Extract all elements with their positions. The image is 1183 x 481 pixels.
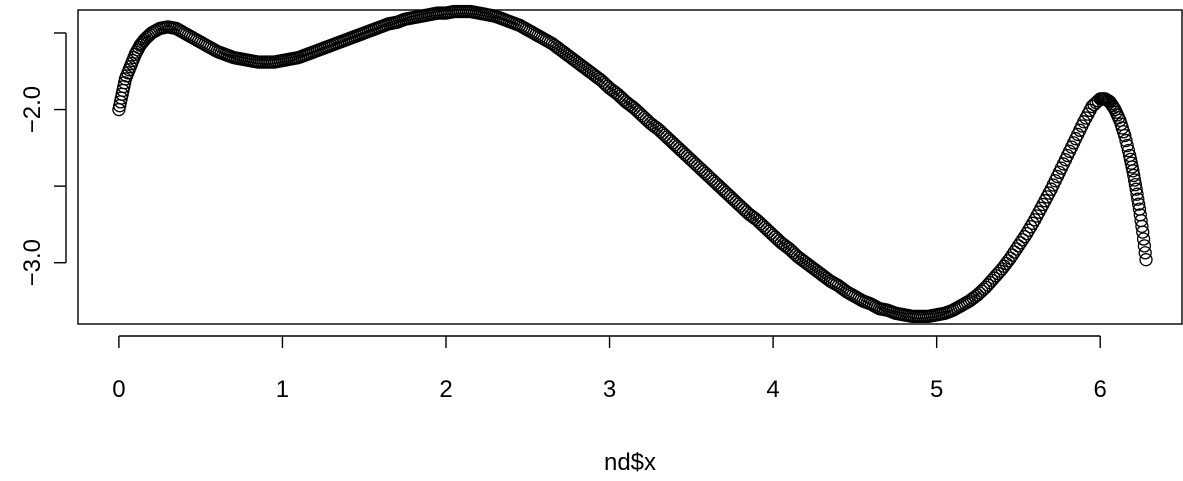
data-point — [1139, 253, 1153, 267]
data-point — [1138, 246, 1152, 260]
data-point — [1137, 239, 1152, 253]
data-point — [1024, 220, 1038, 234]
data-point — [1135, 219, 1149, 234]
x-tick-label: 2 — [439, 376, 452, 403]
data-point — [1019, 226, 1034, 241]
x-tick-label: 3 — [603, 376, 616, 403]
data-point — [1118, 128, 1132, 143]
data-point — [1121, 143, 1136, 158]
data-point — [1136, 232, 1151, 246]
y-axis: −3.0 −2.0 — [19, 32, 67, 286]
data-point — [1136, 225, 1150, 239]
y-tick-label: −3.0 — [19, 239, 46, 286]
data-point — [1132, 197, 1146, 211]
data-point — [1017, 230, 1032, 244]
data-point — [1126, 164, 1140, 178]
x-axis: 0 1 2 3 4 5 6 — [112, 335, 1107, 403]
data-points — [112, 4, 1153, 323]
x-tick-label: 0 — [112, 376, 125, 403]
data-point — [1131, 192, 1145, 206]
x-tick-label: 6 — [1094, 376, 1107, 403]
data-point — [1120, 138, 1134, 153]
plot-area-frame — [77, 9, 1183, 325]
data-point — [1130, 187, 1144, 201]
data-point — [1127, 168, 1141, 183]
y-tick-label: −2.0 — [19, 86, 46, 133]
data-point — [1022, 223, 1036, 237]
data-point — [1026, 216, 1040, 230]
x-tick-label: 1 — [276, 376, 289, 403]
x-tick-label: 4 — [766, 376, 779, 403]
x-tick-label: 5 — [930, 376, 943, 403]
data-point — [1129, 182, 1143, 196]
data-point — [1119, 133, 1133, 148]
x-axis-title: nd$x — [604, 449, 656, 476]
data-point — [1128, 177, 1143, 192]
data-point — [1127, 173, 1142, 187]
